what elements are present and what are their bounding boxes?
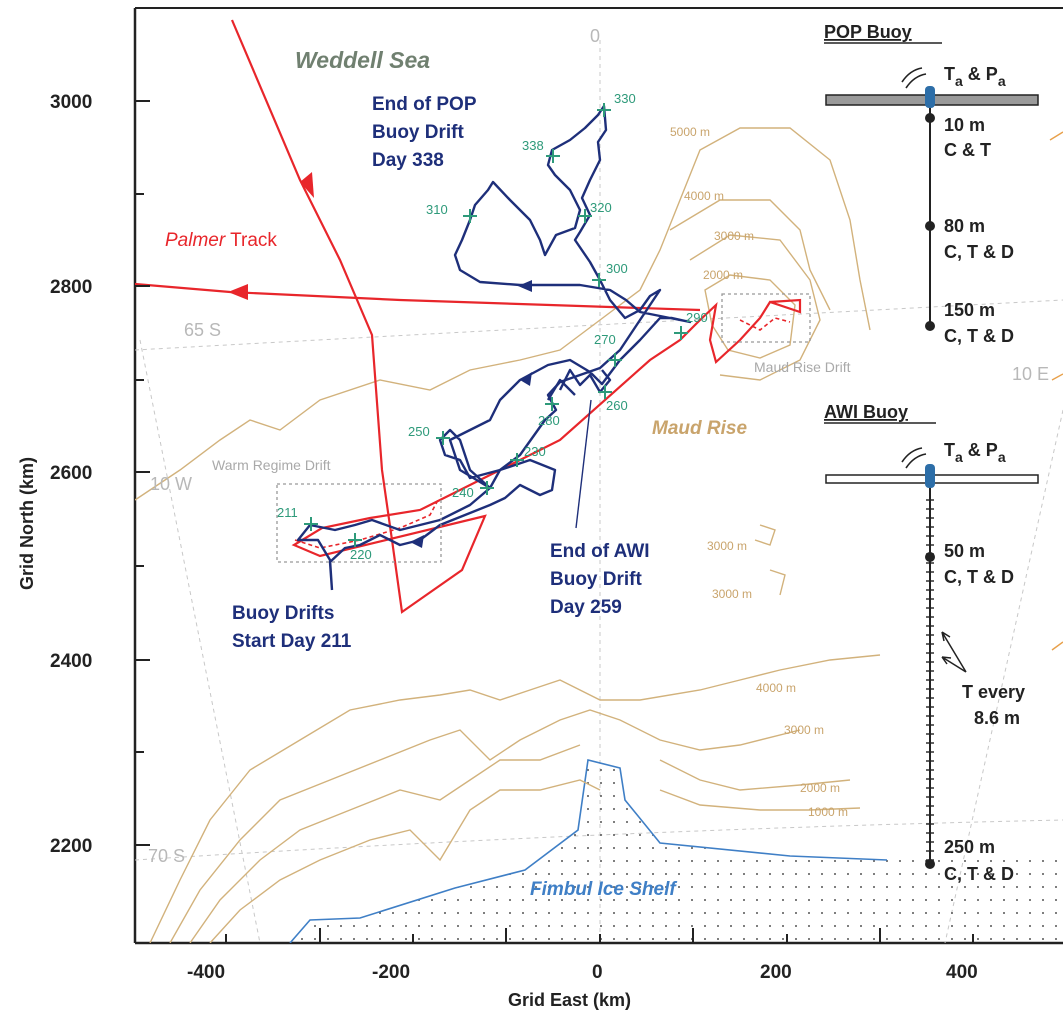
lon-label-0: 0 <box>590 26 600 46</box>
svg-text:50 m: 50 m <box>944 541 985 561</box>
svg-text:End of POP: End of POP <box>372 94 477 115</box>
svg-text:8.6 m: 8.6 m <box>974 708 1020 728</box>
antenna-icon <box>901 67 927 89</box>
svg-text:230: 230 <box>524 444 546 459</box>
svg-text:260: 260 <box>606 398 628 413</box>
svg-text:Buoy Drifts: Buoy Drifts <box>232 603 334 624</box>
svg-text:Buoy Drift: Buoy Drift <box>372 122 465 143</box>
y-axis-label: Grid North (km) <box>17 457 37 590</box>
svg-text:1000 m: 1000 m <box>808 805 848 819</box>
svg-text:290: 290 <box>686 310 708 325</box>
drift-boxes <box>276 293 811 563</box>
x-tick-0: 0 <box>592 962 603 983</box>
svg-text:3000 m: 3000 m <box>714 229 754 243</box>
svg-text:250 m: 250 m <box>944 837 995 857</box>
svg-text:Day 338: Day 338 <box>372 150 444 171</box>
buoy-drift-track <box>296 104 692 591</box>
awi-end-pointer <box>575 399 592 529</box>
antenna-icon <box>901 447 927 469</box>
x-tick-400: 400 <box>946 962 978 983</box>
svg-text:250: 250 <box>408 424 430 439</box>
svg-text:338: 338 <box>522 138 544 153</box>
svg-text:2000 m: 2000 m <box>800 781 840 795</box>
weddell-sea-label: Weddell Sea <box>295 47 430 73</box>
pop-end-annotation: End of POP Buoy Drift Day 338 <box>372 94 477 171</box>
svg-text:2000 m: 2000 m <box>703 268 743 282</box>
x-tick-neg200: -200 <box>372 962 410 983</box>
svg-text:10 m: 10 m <box>944 115 985 135</box>
awi-end-annotation: End of AWI Buoy Drift Day 259 <box>550 541 650 618</box>
svg-text:211: 211 <box>277 505 298 520</box>
lon-label-10w: 10 W <box>150 474 192 494</box>
track-direction-arrows <box>410 280 532 548</box>
lat-label-70s: 70 S <box>148 846 185 866</box>
fimbul-ice-shelf-label: Fimbul Ice Shelf <box>530 879 677 900</box>
svg-text:3000 m: 3000 m <box>712 587 752 601</box>
svg-text:4000 m: 4000 m <box>756 681 796 695</box>
y-tick-labels: 3000 2800 2600 2400 2200 <box>50 92 92 857</box>
svg-text:300: 300 <box>606 261 628 276</box>
awi-surface-label: Ta & Pa <box>944 440 1006 465</box>
day-markers <box>304 103 688 547</box>
svg-text:C, T & D: C, T & D <box>944 567 1014 587</box>
pop-buoy-title: POP Buoy <box>824 22 912 42</box>
svg-text:220: 220 <box>350 547 372 562</box>
svg-text:C, T & D: C, T & D <box>944 864 1014 884</box>
maud-rise-label: Maud Rise <box>652 418 747 439</box>
start-annotation: Buoy Drifts Start Day 211 <box>232 603 352 652</box>
lon-label-10e: 10 E <box>1012 364 1049 384</box>
axis-ticks <box>135 100 974 943</box>
svg-text:Day 259: Day 259 <box>550 597 622 618</box>
ice-shelf <box>289 759 1063 943</box>
awi-buoy-title: AWI Buoy <box>824 402 908 422</box>
svg-text:330: 330 <box>614 91 636 106</box>
svg-text:End of AWI: End of AWI <box>550 541 650 562</box>
svg-text:C & T: C & T <box>944 140 991 160</box>
y-tick-2600: 2600 <box>50 463 92 484</box>
y-tick-3000: 3000 <box>50 92 92 113</box>
pop-surface-label: Ta & Pa <box>944 64 1006 89</box>
x-axis-label: Grid East (km) <box>508 990 631 1010</box>
day-labels: 330 338 310 320 300 290 270 260 280 250 … <box>277 91 708 562</box>
y-tick-2800: 2800 <box>50 277 92 298</box>
svg-text:80 m: 80 m <box>944 216 985 236</box>
svg-text:Start Day 211: Start Day 211 <box>232 631 352 652</box>
y-tick-2400: 2400 <box>50 651 92 672</box>
svg-text:3000 m: 3000 m <box>784 723 824 737</box>
svg-text:5000 m: 5000 m <box>670 125 710 139</box>
svg-text:150 m: 150 m <box>944 300 995 320</box>
svg-text:280: 280 <box>538 413 560 428</box>
svg-text:C, T & D: C, T & D <box>944 326 1014 346</box>
contour-labels: 5000 m 4000 m 3000 m 2000 m 3000 m 3000 … <box>670 125 848 819</box>
maud-rise-drift-label: Maud Rise Drift <box>754 359 851 375</box>
palmer-track-label: Palmer Track <box>165 230 277 251</box>
right-edge-marks <box>1049 131 1063 651</box>
svg-text:3000 m: 3000 m <box>707 539 747 553</box>
svg-text:T every: T every <box>962 682 1025 702</box>
warm-regime-label: Warm Regime Drift <box>212 457 331 473</box>
y-tick-2200: 2200 <box>50 836 92 857</box>
svg-text:320: 320 <box>590 200 612 215</box>
palmer-track <box>135 19 802 614</box>
svg-text:310: 310 <box>426 202 448 217</box>
svg-text:270: 270 <box>594 332 616 347</box>
svg-text:Buoy Drift: Buoy Drift <box>550 569 643 590</box>
lat-label-65s: 65 S <box>184 320 221 340</box>
x-tick-200: 200 <box>760 962 792 983</box>
bathymetry-contours <box>135 127 881 943</box>
svg-text:4000 m: 4000 m <box>684 189 724 203</box>
awi-buoy-schematic: AWI Buoy Ta & Pa 50 m C, T & D 250 m C, … <box>824 402 1039 884</box>
svg-text:C, T & D: C, T & D <box>944 242 1014 262</box>
svg-text:240: 240 <box>452 485 474 500</box>
x-tick-neg400: -400 <box>187 962 225 983</box>
x-tick-labels: -400 -200 0 200 400 <box>187 962 978 983</box>
pop-buoy-schematic: POP Buoy Ta & Pa 10 m C & T 80 m C, T & … <box>824 22 1039 346</box>
palmer-arrows <box>228 172 314 300</box>
